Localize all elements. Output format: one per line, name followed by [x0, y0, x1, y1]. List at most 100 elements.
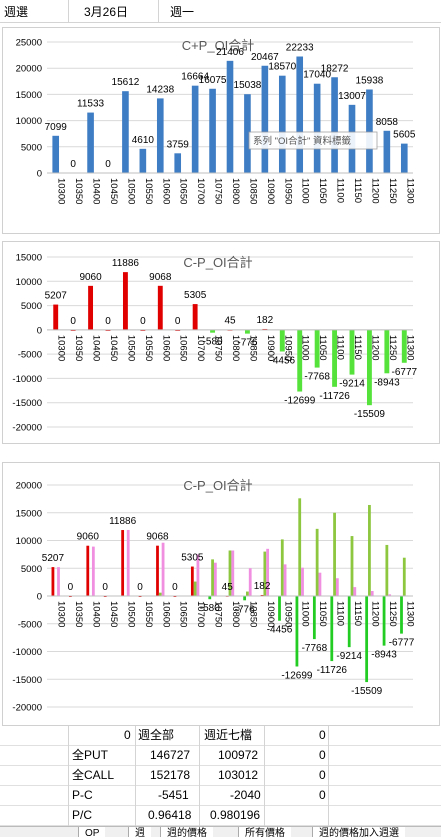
bar	[157, 285, 163, 330]
table-divider	[68, 726, 69, 826]
table-cell[interactable]: 週近七檔	[204, 728, 253, 742]
chart-cp-diff-combined[interactable]: -20000 -15000 -10000 -5000 0 5000 10000 15000 20…	[2, 462, 440, 726]
bar	[366, 89, 373, 173]
x-tick-label: 10450	[108, 335, 119, 361]
data-label: -776	[237, 338, 257, 349]
header-divider-1	[68, 0, 69, 22]
bar	[87, 112, 94, 173]
bar	[279, 329, 285, 352]
data-label: 9068	[146, 532, 169, 543]
x-tick-label: 11050	[317, 178, 328, 204]
bar	[400, 596, 403, 634]
x-tick-label: 10400	[91, 601, 102, 627]
bar-series-3	[91, 546, 95, 596]
table-cell[interactable]: P/C	[72, 808, 93, 822]
data-label: 8058	[376, 117, 399, 128]
tab-week-price-add[interactable]: 週的價格加入週選	[312, 827, 405, 837]
data-label: -11726	[317, 665, 348, 676]
y-tick-label: -15000	[12, 398, 42, 409]
table-cell[interactable]: 全PUT	[72, 748, 109, 762]
bar-series-3	[213, 562, 217, 596]
chart-cp-diff[interactable]: -20000 -15000 -10000 -5000 0 5000 10000 15000 C-…	[2, 241, 440, 444]
table-cell[interactable]: 0	[319, 728, 326, 742]
bar-series-3	[301, 567, 304, 596]
x-tick-label: 11150	[352, 335, 363, 360]
data-label: -6777	[389, 638, 415, 649]
y-tick-label: -10000	[12, 647, 42, 658]
table-cell[interactable]: 0	[319, 748, 326, 762]
x-tick-label: 10900	[265, 178, 276, 204]
x-tick-label: 10700	[195, 601, 206, 627]
bar-series-3	[266, 548, 270, 596]
x-tick-label: 10650	[178, 601, 189, 627]
data-label: 16664	[181, 72, 209, 83]
data-label: -12699	[284, 396, 316, 407]
bar-series-2	[193, 581, 197, 596]
table-cell[interactable]: 146727	[150, 748, 191, 762]
table-cell[interactable]: 全CALL	[72, 768, 115, 782]
header-cell-label[interactable]: 週選	[4, 4, 29, 19]
tab-week-price[interactable]: 週的價格	[160, 827, 213, 837]
y-tick-label: 5000	[21, 301, 42, 312]
header-cell-date[interactable]: 3月26日	[84, 4, 129, 19]
data-label: -7768	[302, 643, 328, 654]
data-label: 9060	[77, 532, 100, 543]
bar-series-2	[333, 512, 336, 596]
table-cell[interactable]: 100972	[218, 748, 259, 762]
bar	[295, 596, 299, 667]
table-row: 0 週全部 週近七檔 0	[0, 726, 441, 746]
bar-series-2	[158, 592, 162, 596]
table-cell[interactable]: -5451	[158, 788, 189, 802]
table-cell[interactable]: 0	[124, 728, 131, 742]
table-cell[interactable]: 週全部	[138, 728, 175, 742]
x-tick-label: 10400	[91, 335, 102, 361]
chart-title: C-P_OI合計	[183, 255, 252, 270]
tab-all-price[interactable]: 所有價格	[238, 827, 291, 837]
bar-series-3	[353, 587, 357, 596]
bar	[226, 60, 234, 173]
x-tick-label: 11100	[335, 601, 346, 626]
table-cell[interactable]: 0	[319, 768, 326, 782]
tab-week[interactable]: 週	[128, 827, 151, 837]
chart-oi-total[interactable]: 0 5000 10000 15000 20000 25000 C+P_OI合計 10300 10…	[2, 27, 440, 234]
bar	[51, 567, 55, 596]
table-cell[interactable]: 103012	[218, 768, 259, 782]
x-tick-label: 11250	[387, 601, 398, 627]
table-row: P-C -5451 -2040 0	[0, 786, 441, 806]
data-label: 9060	[79, 272, 102, 283]
tab-op[interactable]: OP	[78, 827, 106, 837]
data-label: -6777	[391, 367, 417, 378]
data-label: -15509	[351, 686, 383, 697]
x-tick-label: 10800	[230, 178, 241, 204]
table-cell[interactable]: 0.96418	[148, 808, 192, 822]
bar	[208, 596, 212, 600]
x-tick-label: 11200	[369, 178, 380, 204]
x-tick-label: 10950	[282, 178, 293, 204]
x-tick-label: 10550	[143, 601, 154, 627]
data-label: 0	[175, 316, 181, 327]
x-tick-label: 11200	[369, 335, 380, 361]
table-cell[interactable]: -2040	[230, 788, 261, 802]
x-tick-label: 11250	[387, 335, 398, 361]
x-tick-label: 10850	[247, 178, 258, 204]
data-label: -580	[203, 337, 223, 348]
bar	[332, 329, 338, 387]
bar	[88, 285, 94, 330]
x-tick-label: 10950	[282, 601, 293, 627]
x-tick-label: 11000	[300, 601, 311, 627]
table-cell[interactable]: 0.980196	[210, 808, 261, 822]
data-label: 18272	[321, 63, 349, 74]
x-tick-label: 10850	[247, 335, 258, 361]
y-tick-label: 10000	[16, 116, 42, 127]
table-cell[interactable]: P-C	[72, 788, 93, 802]
table-cell[interactable]: 152178	[150, 768, 191, 782]
x-tick-label: 11200	[369, 601, 380, 627]
x-tick-label: 11050	[317, 335, 328, 361]
bar-series-3	[231, 550, 235, 596]
table-cell[interactable]: 0	[319, 788, 326, 802]
bar-series-2	[298, 498, 302, 596]
data-label: 11886	[109, 516, 137, 527]
header-cell-weekday[interactable]: 週一	[170, 4, 195, 19]
y-tick-label: 10000	[16, 277, 42, 288]
data-label: 0	[105, 159, 111, 170]
